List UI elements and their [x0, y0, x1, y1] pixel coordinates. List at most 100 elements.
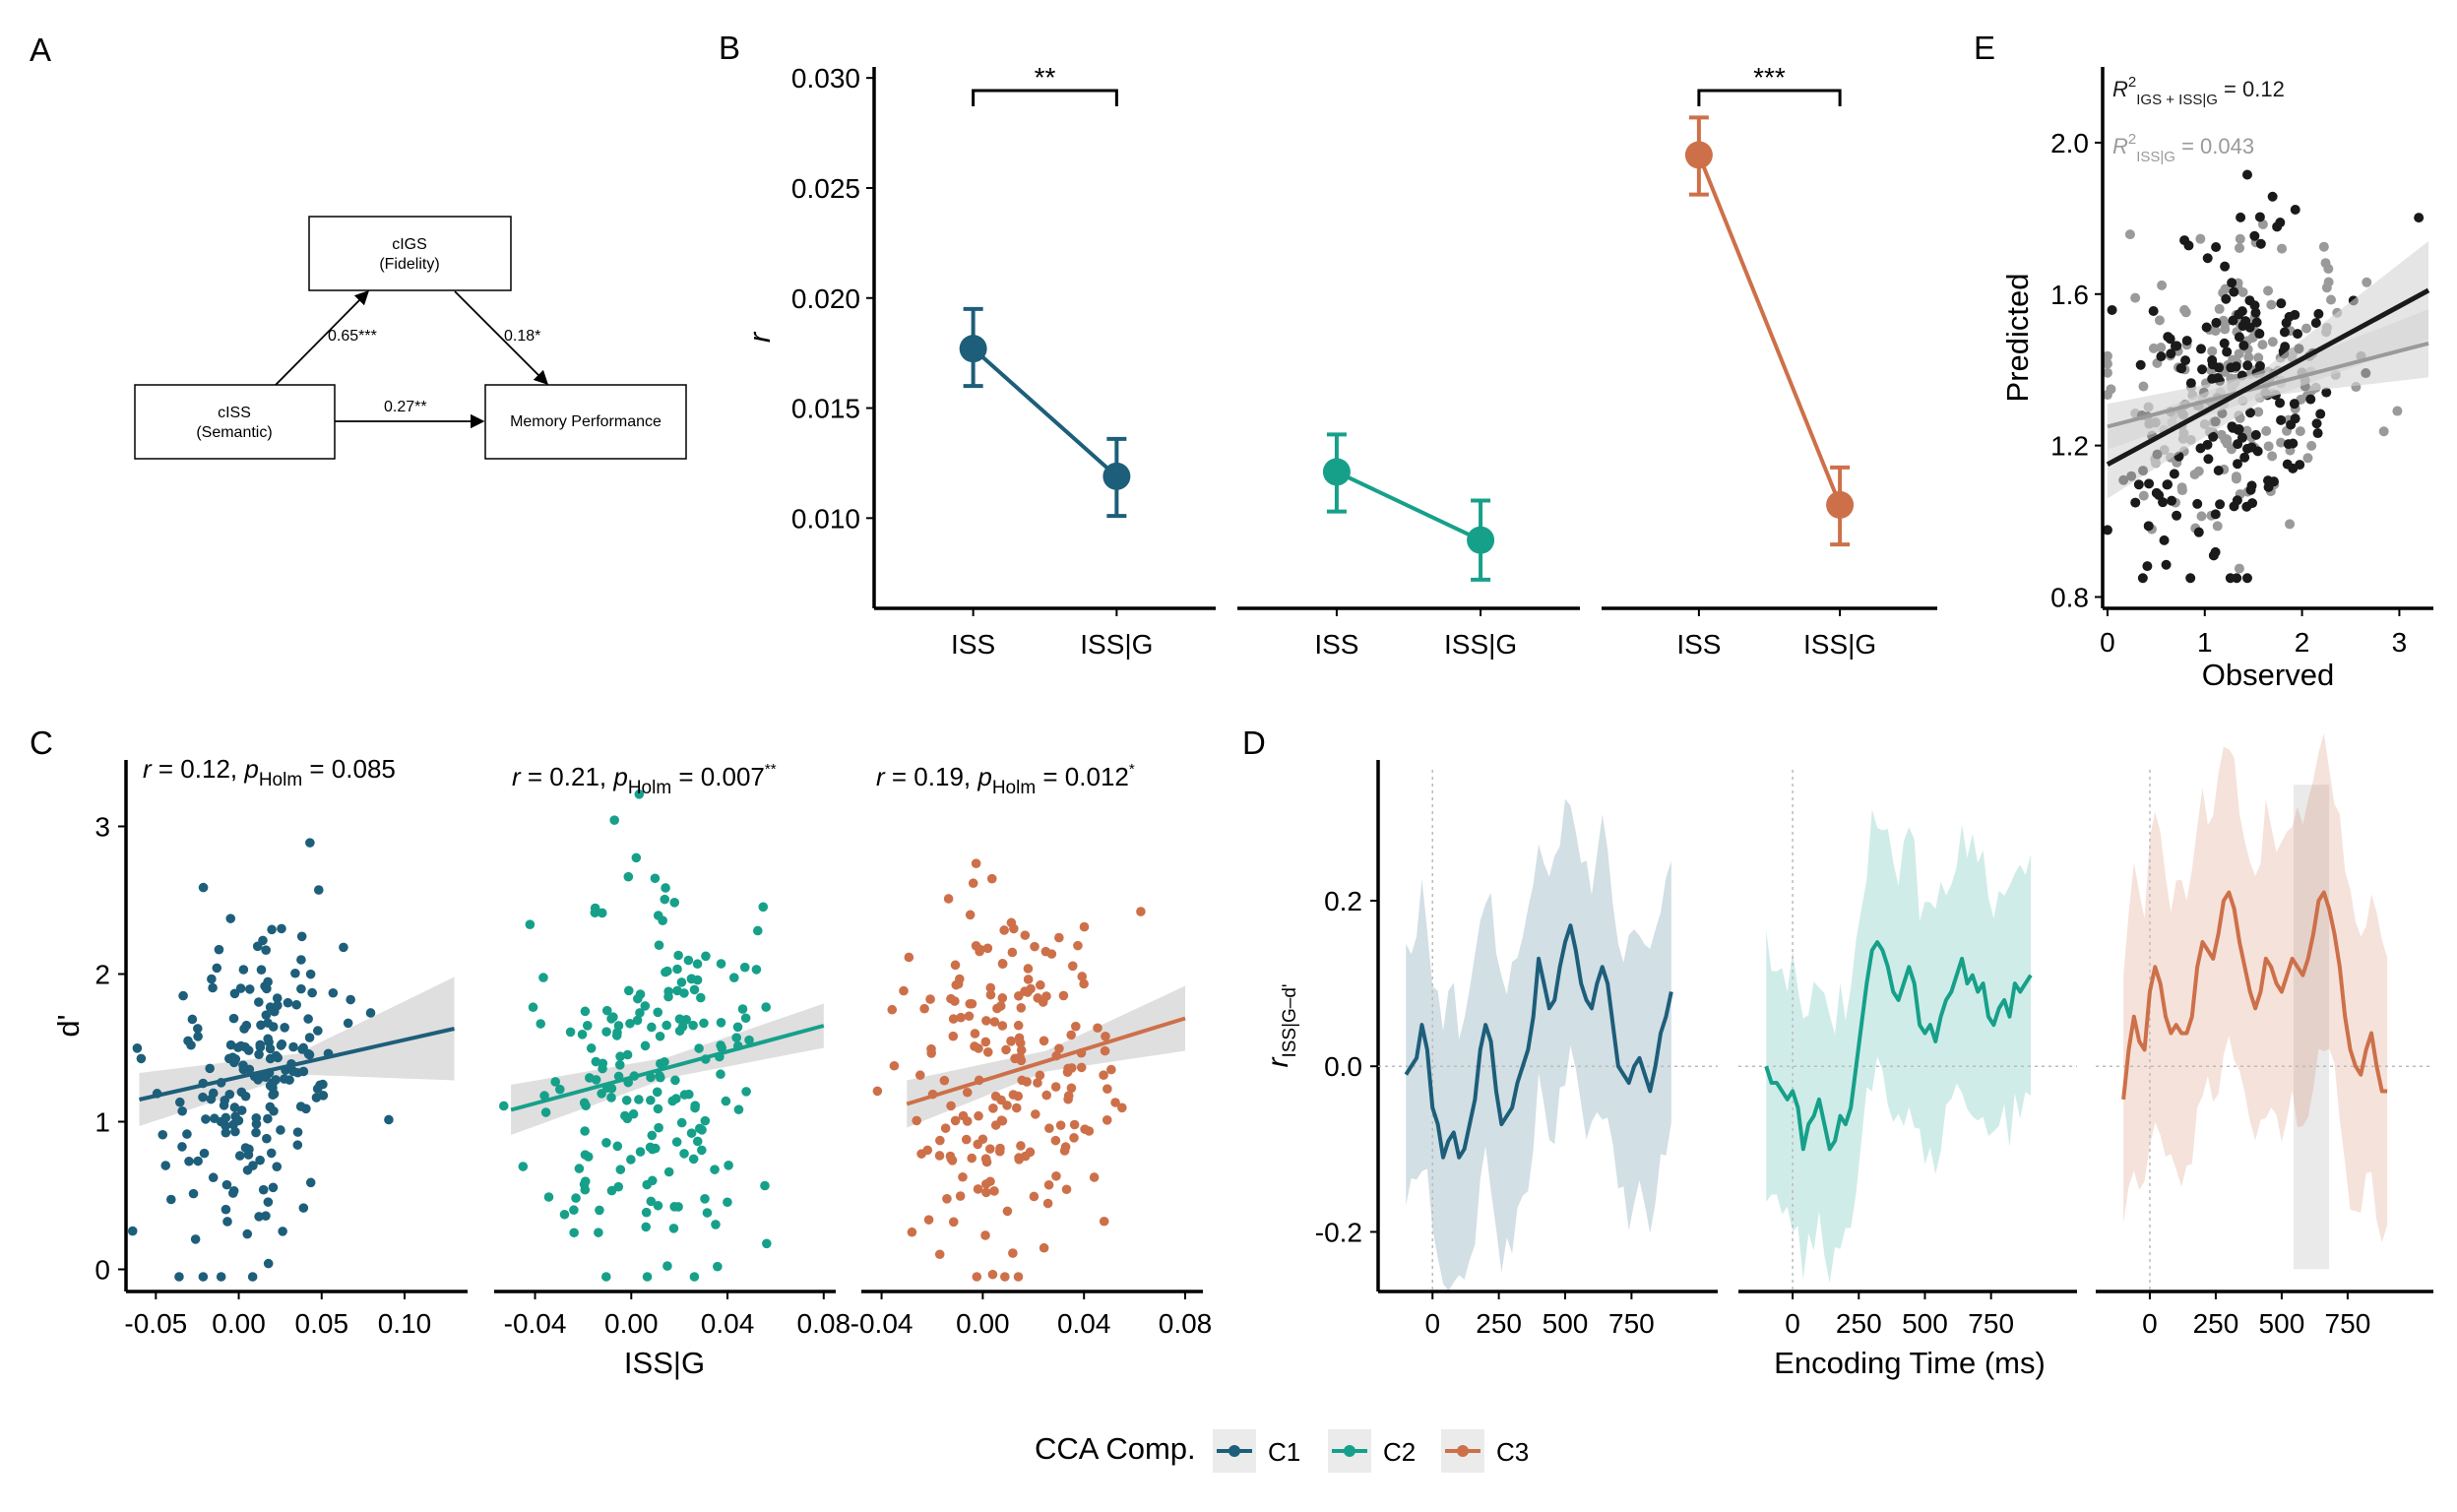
c-point-C2: [598, 1058, 608, 1069]
c-point-C1: [305, 969, 316, 979]
c-point-C3: [971, 858, 981, 868]
e-point-gray: [2266, 299, 2277, 310]
e-point-gray: [2222, 434, 2233, 445]
e-point-black: [2311, 418, 2322, 429]
c-point-C1: [273, 1000, 283, 1011]
e-point-black: [2211, 242, 2222, 253]
c-point-C2: [669, 898, 680, 908]
cigs-node: [308, 216, 512, 291]
c-point-C2: [635, 1008, 645, 1018]
c-point-C3: [907, 1227, 917, 1237]
c-point-C3: [939, 1075, 950, 1086]
c-point-C1: [261, 1010, 272, 1020]
e-point-gray: [2195, 233, 2206, 244]
e-point-gray: [2302, 453, 2313, 464]
c-point-C3: [923, 1215, 934, 1225]
c-point-C2: [761, 1002, 771, 1012]
cigs-node-subtitle: (Fidelity): [379, 256, 439, 273]
c-point-C2: [642, 1272, 653, 1282]
c-point-C1: [263, 1018, 273, 1029]
c-point-C1: [220, 1127, 231, 1138]
e-point-black: [2313, 308, 2324, 319]
c-point-C1: [268, 1182, 279, 1193]
e-point-black: [2185, 378, 2196, 389]
c-point-C3: [1054, 1043, 1064, 1053]
d-confidence-band-C3: [2123, 733, 2388, 1243]
e-point-gray: [2263, 285, 2274, 296]
c-x-tick-label: 0.00: [212, 1308, 266, 1339]
c-point-C3: [1001, 1044, 1011, 1055]
c-point-C3: [1059, 1146, 1070, 1156]
panel-d-chart: -0.2 0.0 0.2 rISS|G–d' Encoding Time (ms) 0 25…: [1262, 733, 2433, 1380]
c-point-C3: [962, 1116, 973, 1126]
c-point-C3: [1055, 1120, 1066, 1130]
c-point-C3: [1030, 941, 1040, 952]
c-point-C3: [948, 1014, 959, 1024]
c-point-C2: [713, 1261, 723, 1272]
c-point-C2: [716, 959, 726, 969]
c-point-C1: [343, 1018, 353, 1029]
c-point-C2: [623, 871, 634, 882]
c-point-C3: [972, 1272, 982, 1282]
c-point-C3: [955, 974, 965, 984]
c-x-tick-label: 0.00: [604, 1308, 659, 1339]
c-point-C2: [590, 903, 600, 914]
c-point-C2: [690, 1101, 701, 1110]
b-series-line-C3: [1697, 154, 1842, 506]
e-point-black: [2229, 501, 2239, 512]
c-point-C1: [158, 1129, 168, 1140]
c-point-C3: [1077, 972, 1088, 981]
c-point-C3: [1044, 1123, 1054, 1134]
e-point-gray: [2321, 283, 2332, 293]
c-x-tick-label: -0.05: [124, 1308, 187, 1339]
c-point-C3: [922, 1145, 933, 1156]
b-point-C3: [1826, 490, 1855, 519]
c-y-tick-label: 0: [94, 1255, 110, 1286]
e-point-black: [2251, 317, 2262, 328]
e-point-black: [2288, 438, 2299, 449]
c-point-C1: [365, 1008, 376, 1018]
d-x-tick-label: 0: [1424, 1308, 1440, 1339]
c-point-C3: [948, 1217, 959, 1228]
c-point-C3: [1067, 961, 1078, 972]
e-r2-superscript: 2: [2128, 131, 2136, 148]
c-point-C2: [672, 964, 682, 975]
c-point-C2: [710, 1165, 720, 1174]
path-b-arrow: [454, 290, 549, 386]
e-point-gray: [2210, 326, 2221, 337]
e-point-gray: [2196, 511, 2207, 522]
legend-key-point: [1457, 1445, 1469, 1457]
c-y-tick-label: 2: [94, 960, 110, 990]
e-point-black: [2169, 469, 2179, 479]
c-point-C3: [962, 1087, 973, 1098]
c-point-C3: [989, 1186, 999, 1196]
c-point-C3: [988, 1103, 998, 1113]
e-point-gray: [2261, 425, 2272, 436]
c-point-C2: [645, 1142, 656, 1153]
c-point-C3: [942, 1194, 952, 1204]
b-point-C1: [959, 335, 987, 363]
panel-b-chart: 0.010 0.015 0.020 0.025 0.030 r ISS ISS|G ** ISS I…: [742, 62, 1937, 660]
c-point-C3: [950, 1115, 961, 1126]
c-point-C3: [970, 1029, 980, 1039]
c-point-C2: [635, 1147, 646, 1157]
ciss-node-title: cISS: [218, 405, 251, 421]
d-x-tick-label: 500: [1543, 1308, 1589, 1339]
c-point-C1: [220, 1204, 231, 1215]
e-point-black: [2279, 327, 2290, 338]
e-point-gray: [2102, 367, 2112, 378]
b-x-tick-label: ISS: [1676, 629, 1721, 660]
c-point-C3: [887, 1004, 898, 1015]
c-point-C3: [1079, 978, 1089, 989]
c-point-C3: [943, 894, 954, 904]
c-x-tick-label: 0.04: [1057, 1308, 1111, 1339]
c-point-C2: [650, 873, 661, 884]
c-point-C3: [1002, 1206, 1013, 1217]
e-point-black: [2290, 413, 2300, 424]
c-point-C1: [238, 1060, 248, 1070]
c-point-C1: [313, 1026, 323, 1036]
e-point-black: [2215, 499, 2226, 510]
c-point-C3: [1066, 1030, 1076, 1040]
c-point-C2: [692, 959, 703, 970]
e-r2-symbol: R: [2112, 77, 2128, 101]
